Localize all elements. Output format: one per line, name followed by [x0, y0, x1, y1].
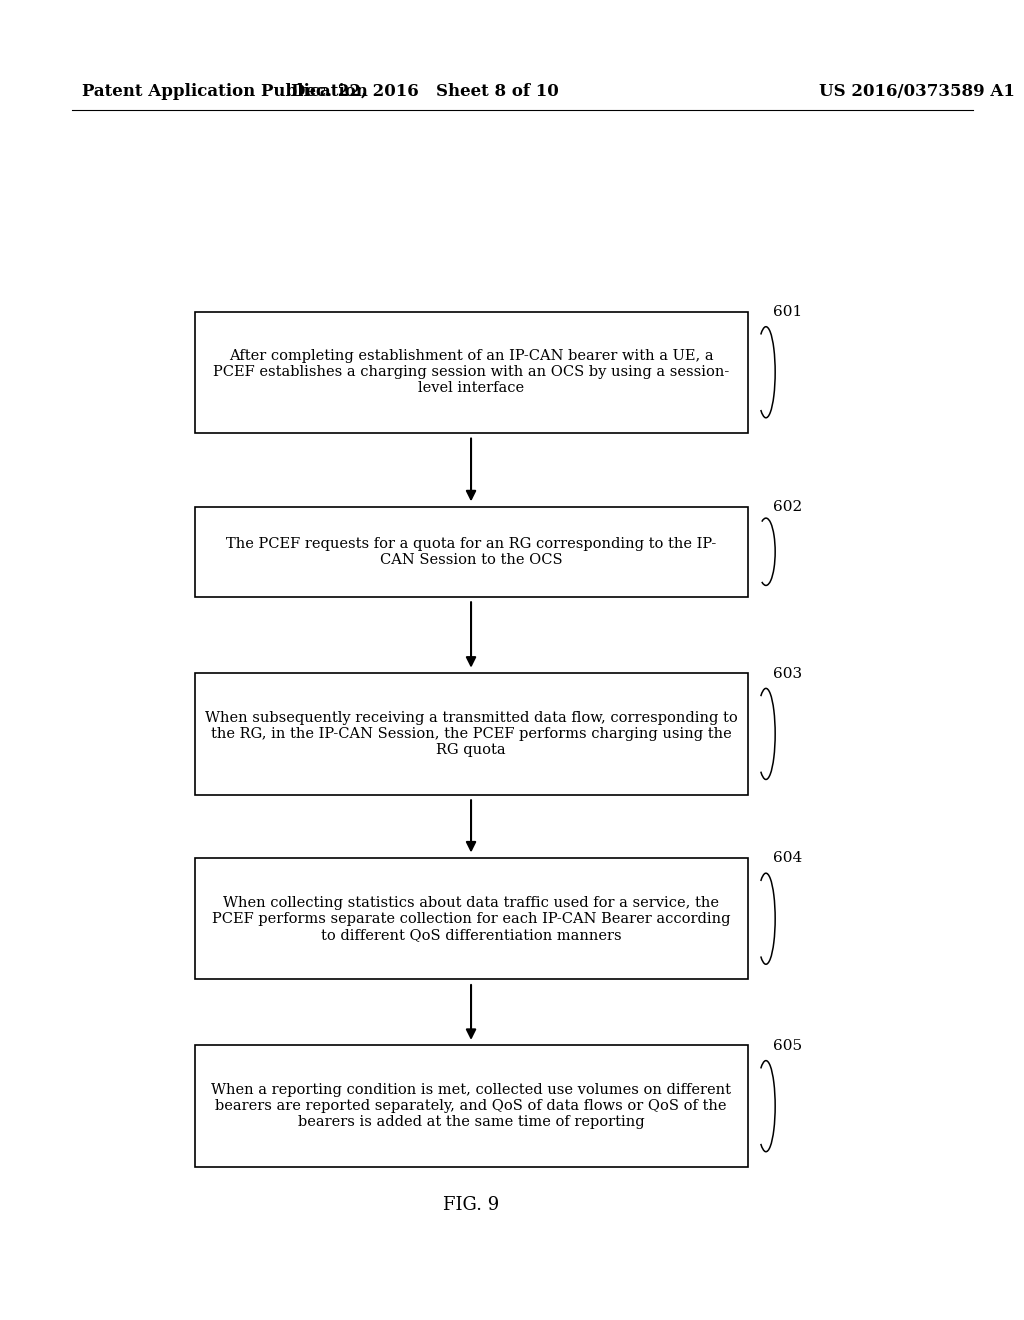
FancyBboxPatch shape	[195, 1045, 748, 1167]
Text: When subsequently receiving a transmitted data flow, corresponding to
the RG, in: When subsequently receiving a transmitte…	[205, 710, 737, 758]
Text: 602: 602	[773, 500, 803, 515]
Text: Patent Application Publication: Patent Application Publication	[82, 83, 368, 99]
Text: The PCEF requests for a quota for an RG corresponding to the IP-
CAN Session to : The PCEF requests for a quota for an RG …	[226, 537, 716, 566]
Text: When a reporting condition is met, collected use volumes on different
bearers ar: When a reporting condition is met, colle…	[211, 1082, 731, 1130]
Text: Dec. 22, 2016   Sheet 8 of 10: Dec. 22, 2016 Sheet 8 of 10	[291, 83, 559, 99]
FancyBboxPatch shape	[195, 312, 748, 433]
Text: 603: 603	[773, 667, 802, 681]
Text: When collecting statistics about data traffic used for a service, the
PCEF perfo: When collecting statistics about data tr…	[212, 895, 730, 942]
Text: After completing establishment of an IP-CAN bearer with a UE, a
PCEF establishes: After completing establishment of an IP-…	[213, 348, 729, 396]
Text: US 2016/0373589 A1: US 2016/0373589 A1	[819, 83, 1015, 99]
FancyBboxPatch shape	[195, 673, 748, 795]
Text: 601: 601	[773, 305, 803, 319]
FancyBboxPatch shape	[195, 858, 748, 979]
Text: FIG. 9: FIG. 9	[443, 1196, 499, 1214]
Text: 605: 605	[773, 1039, 802, 1053]
FancyBboxPatch shape	[195, 507, 748, 597]
Text: 604: 604	[773, 851, 803, 866]
